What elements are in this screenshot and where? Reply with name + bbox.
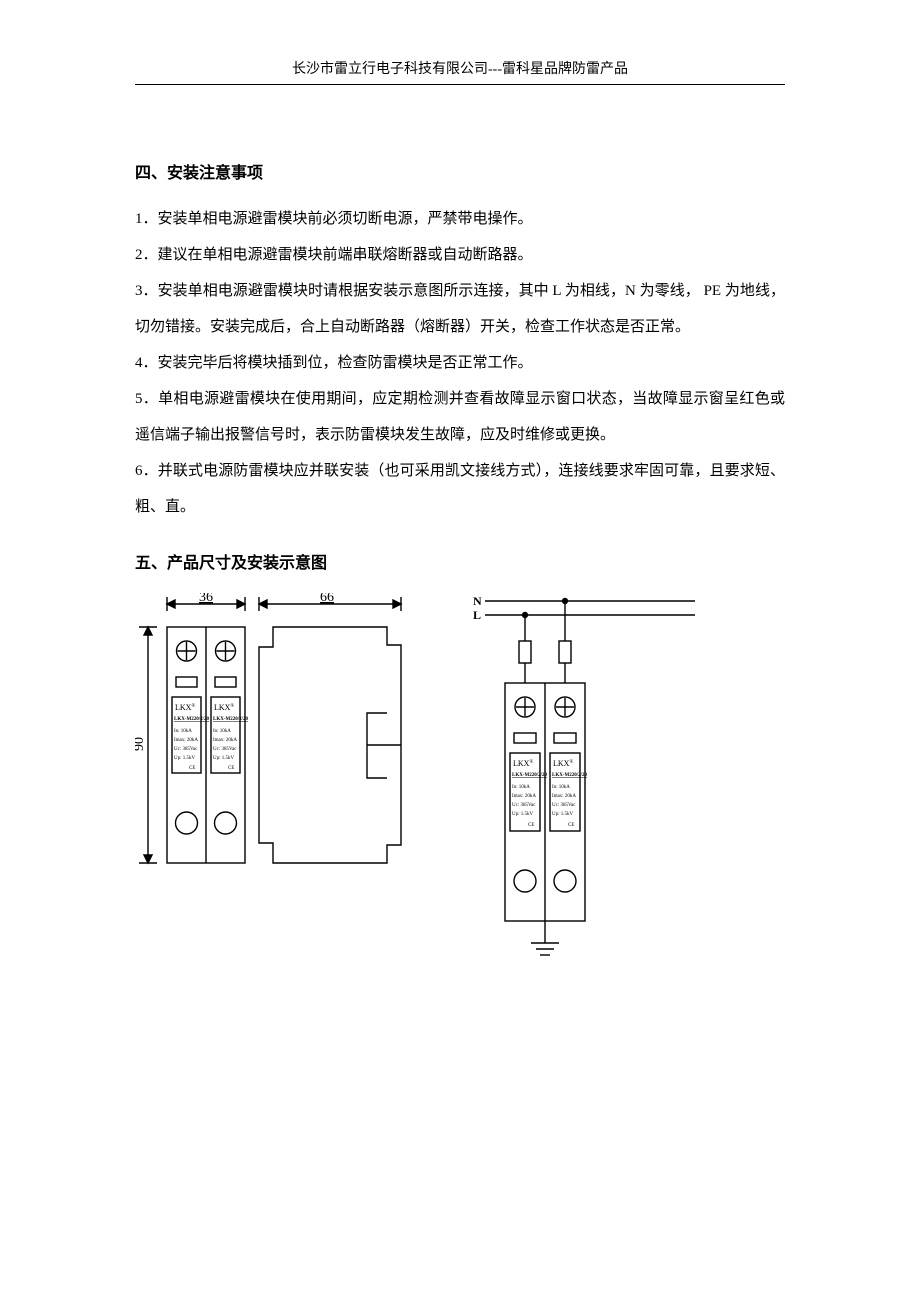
section4-item-5: 5．单相电源避雷模块在使用期间，应定期检测并查看故障显示窗口状态，当故障显示窗呈…: [135, 381, 785, 453]
svg-text:Up: 1.5kV: Up: 1.5kV: [512, 812, 534, 817]
svg-text:LKX-M220/2/20: LKX-M220/2/20: [174, 717, 209, 722]
wiring-diagram: N L LKX® LKX-M220/2/20: [455, 593, 705, 963]
svg-text:Imax: 20kA: Imax: 20kA: [213, 738, 237, 743]
svg-text:Uc: 385Vac: Uc: 385Vac: [213, 747, 237, 752]
svg-text:CE: CE: [228, 766, 234, 771]
svg-text:Uc: 385Vac: Uc: 385Vac: [552, 803, 576, 808]
svg-text:LKX-M220/2/20: LKX-M220/2/20: [512, 773, 547, 778]
svg-text:L: L: [473, 608, 481, 622]
section4-item-1: 1．安装单相电源避雷模块前必须切断电源，严禁带电操作。: [135, 201, 785, 237]
svg-text:90: 90: [135, 737, 147, 751]
svg-text:Up: 1.5kV: Up: 1.5kV: [174, 756, 196, 761]
diagram-container: 36 66 90: [135, 593, 785, 963]
page-header: 长沙市雷立行电子科技有限公司---雷科星品牌防雷产品: [135, 60, 785, 85]
svg-text:In: 10kA: In: 10kA: [174, 729, 192, 734]
section4-item-4: 4．安装完毕后将模块插到位，检查防雷模块是否正常工作。: [135, 345, 785, 381]
dimension-diagram: 36 66 90: [135, 593, 425, 893]
svg-text:CE: CE: [568, 823, 574, 828]
svg-text:Up: 1.5kV: Up: 1.5kV: [213, 756, 235, 761]
svg-text:Uc: 385Vac: Uc: 385Vac: [512, 803, 536, 808]
svg-text:36: 36: [199, 593, 213, 605]
svg-text:Up: 1.5kV: Up: 1.5kV: [552, 812, 574, 817]
svg-text:Imax: 20kA: Imax: 20kA: [552, 794, 576, 799]
svg-text:66: 66: [320, 593, 334, 605]
svg-text:CE: CE: [528, 823, 534, 828]
svg-text:In: 10kA: In: 10kA: [552, 785, 570, 790]
svg-text:LKX-M220/2/20: LKX-M220/2/20: [213, 717, 248, 722]
svg-text:In: 10kA: In: 10kA: [213, 729, 231, 734]
section5-title: 五、产品尺寸及安装示意图: [135, 545, 785, 583]
section4-item-2: 2．建议在单相电源避雷模块前端串联熔断器或自动断路器。: [135, 237, 785, 273]
svg-text:In: 10kA: In: 10kA: [512, 785, 530, 790]
section4-title: 四、安装注意事项: [135, 155, 785, 193]
svg-text:Imax: 20kA: Imax: 20kA: [512, 794, 536, 799]
section4-item-6: 6．并联式电源防雷模块应并联安装（也可采用凯文接线方式），连接线要求牢固可靠，且…: [135, 453, 785, 525]
section4-item-3: 3．安装单相电源避雷模块时请根据安装示意图所示连接，其中 L 为相线，N 为零线…: [135, 273, 785, 345]
svg-text:Imax: 20kA: Imax: 20kA: [174, 738, 198, 743]
svg-text:LKX-M220/2/20: LKX-M220/2/20: [552, 773, 587, 778]
svg-text:CE: CE: [189, 766, 195, 771]
svg-text:Uc: 385Vac: Uc: 385Vac: [174, 747, 198, 752]
svg-text:N: N: [473, 594, 482, 608]
